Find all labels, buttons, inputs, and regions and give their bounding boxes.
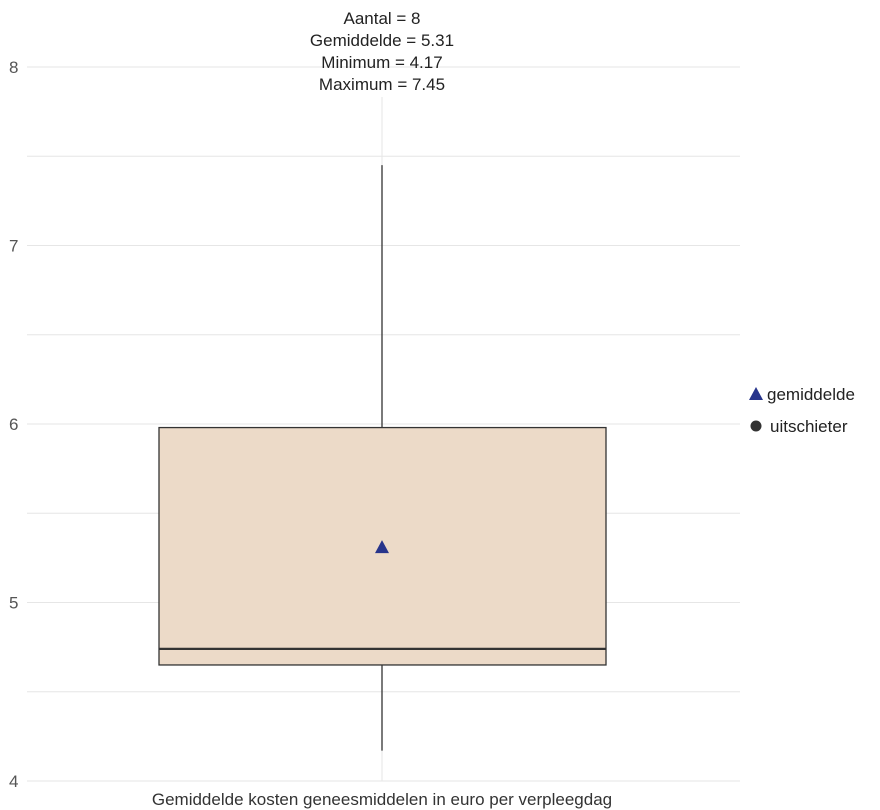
- stat-count: Aantal = 8: [343, 9, 420, 28]
- stat-mean: Gemiddelde = 5.31: [310, 31, 454, 50]
- mean-marker: [375, 540, 389, 554]
- legend-label-gemiddelde: gemiddelde: [767, 385, 855, 404]
- grid-lines: [27, 66, 740, 782]
- y-tick-label: 8: [9, 58, 18, 77]
- legend-label-uitschieter: uitschieter: [770, 417, 848, 436]
- legend-triangle-icon: [749, 387, 763, 400]
- y-tick-label: 7: [9, 237, 18, 256]
- stat-minimum: Minimum = 4.17: [321, 53, 442, 72]
- stat-maximum: Maximum = 7.45: [319, 75, 445, 94]
- y-axis-ticks: 4 5 6 7 8: [9, 58, 18, 791]
- y-tick-label: 5: [9, 594, 18, 613]
- x-axis-label: Gemiddelde kosten geneesmiddelen in euro…: [152, 790, 612, 809]
- y-tick-label: 4: [9, 772, 18, 791]
- y-tick-label: 6: [9, 415, 18, 434]
- legend-circle-icon: [750, 420, 762, 432]
